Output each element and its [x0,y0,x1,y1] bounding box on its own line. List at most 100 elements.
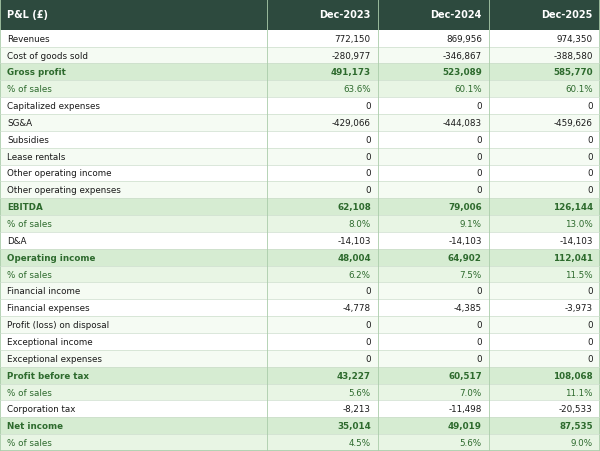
Text: Capitalized expenses: Capitalized expenses [7,102,100,111]
Text: 772,150: 772,150 [335,35,371,44]
Text: 64,902: 64,902 [448,253,482,262]
Text: 0: 0 [476,337,482,346]
Text: 9.0%: 9.0% [571,438,593,447]
Text: 0: 0 [365,169,371,178]
Text: 0: 0 [587,337,593,346]
Bar [0,367,600,384]
Text: 0: 0 [365,354,371,363]
Bar [0,199,600,216]
Text: -280,977: -280,977 [332,51,371,60]
Text: -4,385: -4,385 [454,304,482,313]
Text: 5.6%: 5.6% [349,388,371,396]
Text: Financial expenses: Financial expenses [7,304,90,313]
Bar [0,182,600,199]
Text: P&L (£): P&L (£) [7,10,48,20]
Text: 0: 0 [587,152,593,161]
Text: 0: 0 [365,152,371,161]
Text: 0: 0 [476,102,482,111]
Text: 869,956: 869,956 [446,35,482,44]
Bar [0,417,600,434]
Text: -14,103: -14,103 [448,236,482,245]
Text: 62,108: 62,108 [337,202,371,212]
Text: 60.1%: 60.1% [454,85,482,94]
Bar [0,0,600,31]
Text: Other operating income: Other operating income [7,169,112,178]
Text: -14,103: -14,103 [337,236,371,245]
Bar [0,232,600,249]
Text: Exceptional income: Exceptional income [7,337,93,346]
Text: 0: 0 [476,186,482,195]
Bar [0,81,600,98]
Text: -444,083: -444,083 [443,119,482,128]
Text: -388,580: -388,580 [553,51,593,60]
Text: Exceptional expenses: Exceptional expenses [7,354,102,363]
Bar [0,47,600,64]
Text: 0: 0 [587,186,593,195]
Text: 0: 0 [476,320,482,329]
Text: 49,019: 49,019 [448,421,482,430]
Text: 0: 0 [476,152,482,161]
Text: Net income: Net income [7,421,63,430]
Text: SG&A: SG&A [7,119,32,128]
Text: 4.5%: 4.5% [349,438,371,447]
Text: Profit (loss) on disposal: Profit (loss) on disposal [7,320,109,329]
Text: 112,041: 112,041 [553,253,593,262]
Text: 0: 0 [587,169,593,178]
Text: 0: 0 [365,320,371,329]
Text: 0: 0 [587,320,593,329]
Text: 0: 0 [365,186,371,195]
Text: Operating income: Operating income [7,253,95,262]
Text: 60,517: 60,517 [448,371,482,380]
Text: 523,089: 523,089 [442,68,482,77]
Text: -459,626: -459,626 [554,119,593,128]
Text: -346,867: -346,867 [443,51,482,60]
Text: 9.1%: 9.1% [460,220,482,229]
Bar [0,64,600,81]
Text: 48,004: 48,004 [337,253,371,262]
Text: Lease rentals: Lease rentals [7,152,65,161]
Text: Gross profit: Gross profit [7,68,66,77]
Text: 35,014: 35,014 [337,421,371,430]
Text: 0: 0 [365,337,371,346]
Text: Dec-2025: Dec-2025 [541,10,593,20]
Text: 5.6%: 5.6% [460,438,482,447]
Text: 6.2%: 6.2% [349,270,371,279]
Text: -20,533: -20,533 [559,405,593,414]
Bar [0,165,600,182]
Text: 79,006: 79,006 [448,202,482,212]
Text: -3,973: -3,973 [565,304,593,313]
Text: % of sales: % of sales [7,388,52,396]
Bar [0,384,600,400]
Text: Cost of goods sold: Cost of goods sold [7,51,88,60]
Bar [0,266,600,283]
Bar [0,98,600,115]
Text: 0: 0 [587,135,593,144]
Text: 60.1%: 60.1% [565,85,593,94]
Bar [0,31,600,47]
Text: % of sales: % of sales [7,438,52,447]
Text: 0: 0 [365,135,371,144]
Text: 0: 0 [365,102,371,111]
Text: 7.0%: 7.0% [460,388,482,396]
Text: -4,778: -4,778 [343,304,371,313]
Text: -429,066: -429,066 [332,119,371,128]
Text: 11.1%: 11.1% [565,388,593,396]
Text: % of sales: % of sales [7,85,52,94]
Text: Subsidies: Subsidies [7,135,49,144]
Text: 0: 0 [476,169,482,178]
Bar [0,299,600,317]
Text: -11,498: -11,498 [448,405,482,414]
Text: Dec-2024: Dec-2024 [430,10,482,20]
Text: 13.0%: 13.0% [565,220,593,229]
Text: Financial income: Financial income [7,287,80,296]
Bar [0,115,600,132]
Text: 0: 0 [587,354,593,363]
Text: 8.0%: 8.0% [349,220,371,229]
Text: 7.5%: 7.5% [460,270,482,279]
Text: 0: 0 [476,354,482,363]
Text: D&A: D&A [7,236,27,245]
Text: Corporation tax: Corporation tax [7,405,76,414]
Text: EBITDA: EBITDA [7,202,43,212]
Text: % of sales: % of sales [7,220,52,229]
Text: 11.5%: 11.5% [565,270,593,279]
